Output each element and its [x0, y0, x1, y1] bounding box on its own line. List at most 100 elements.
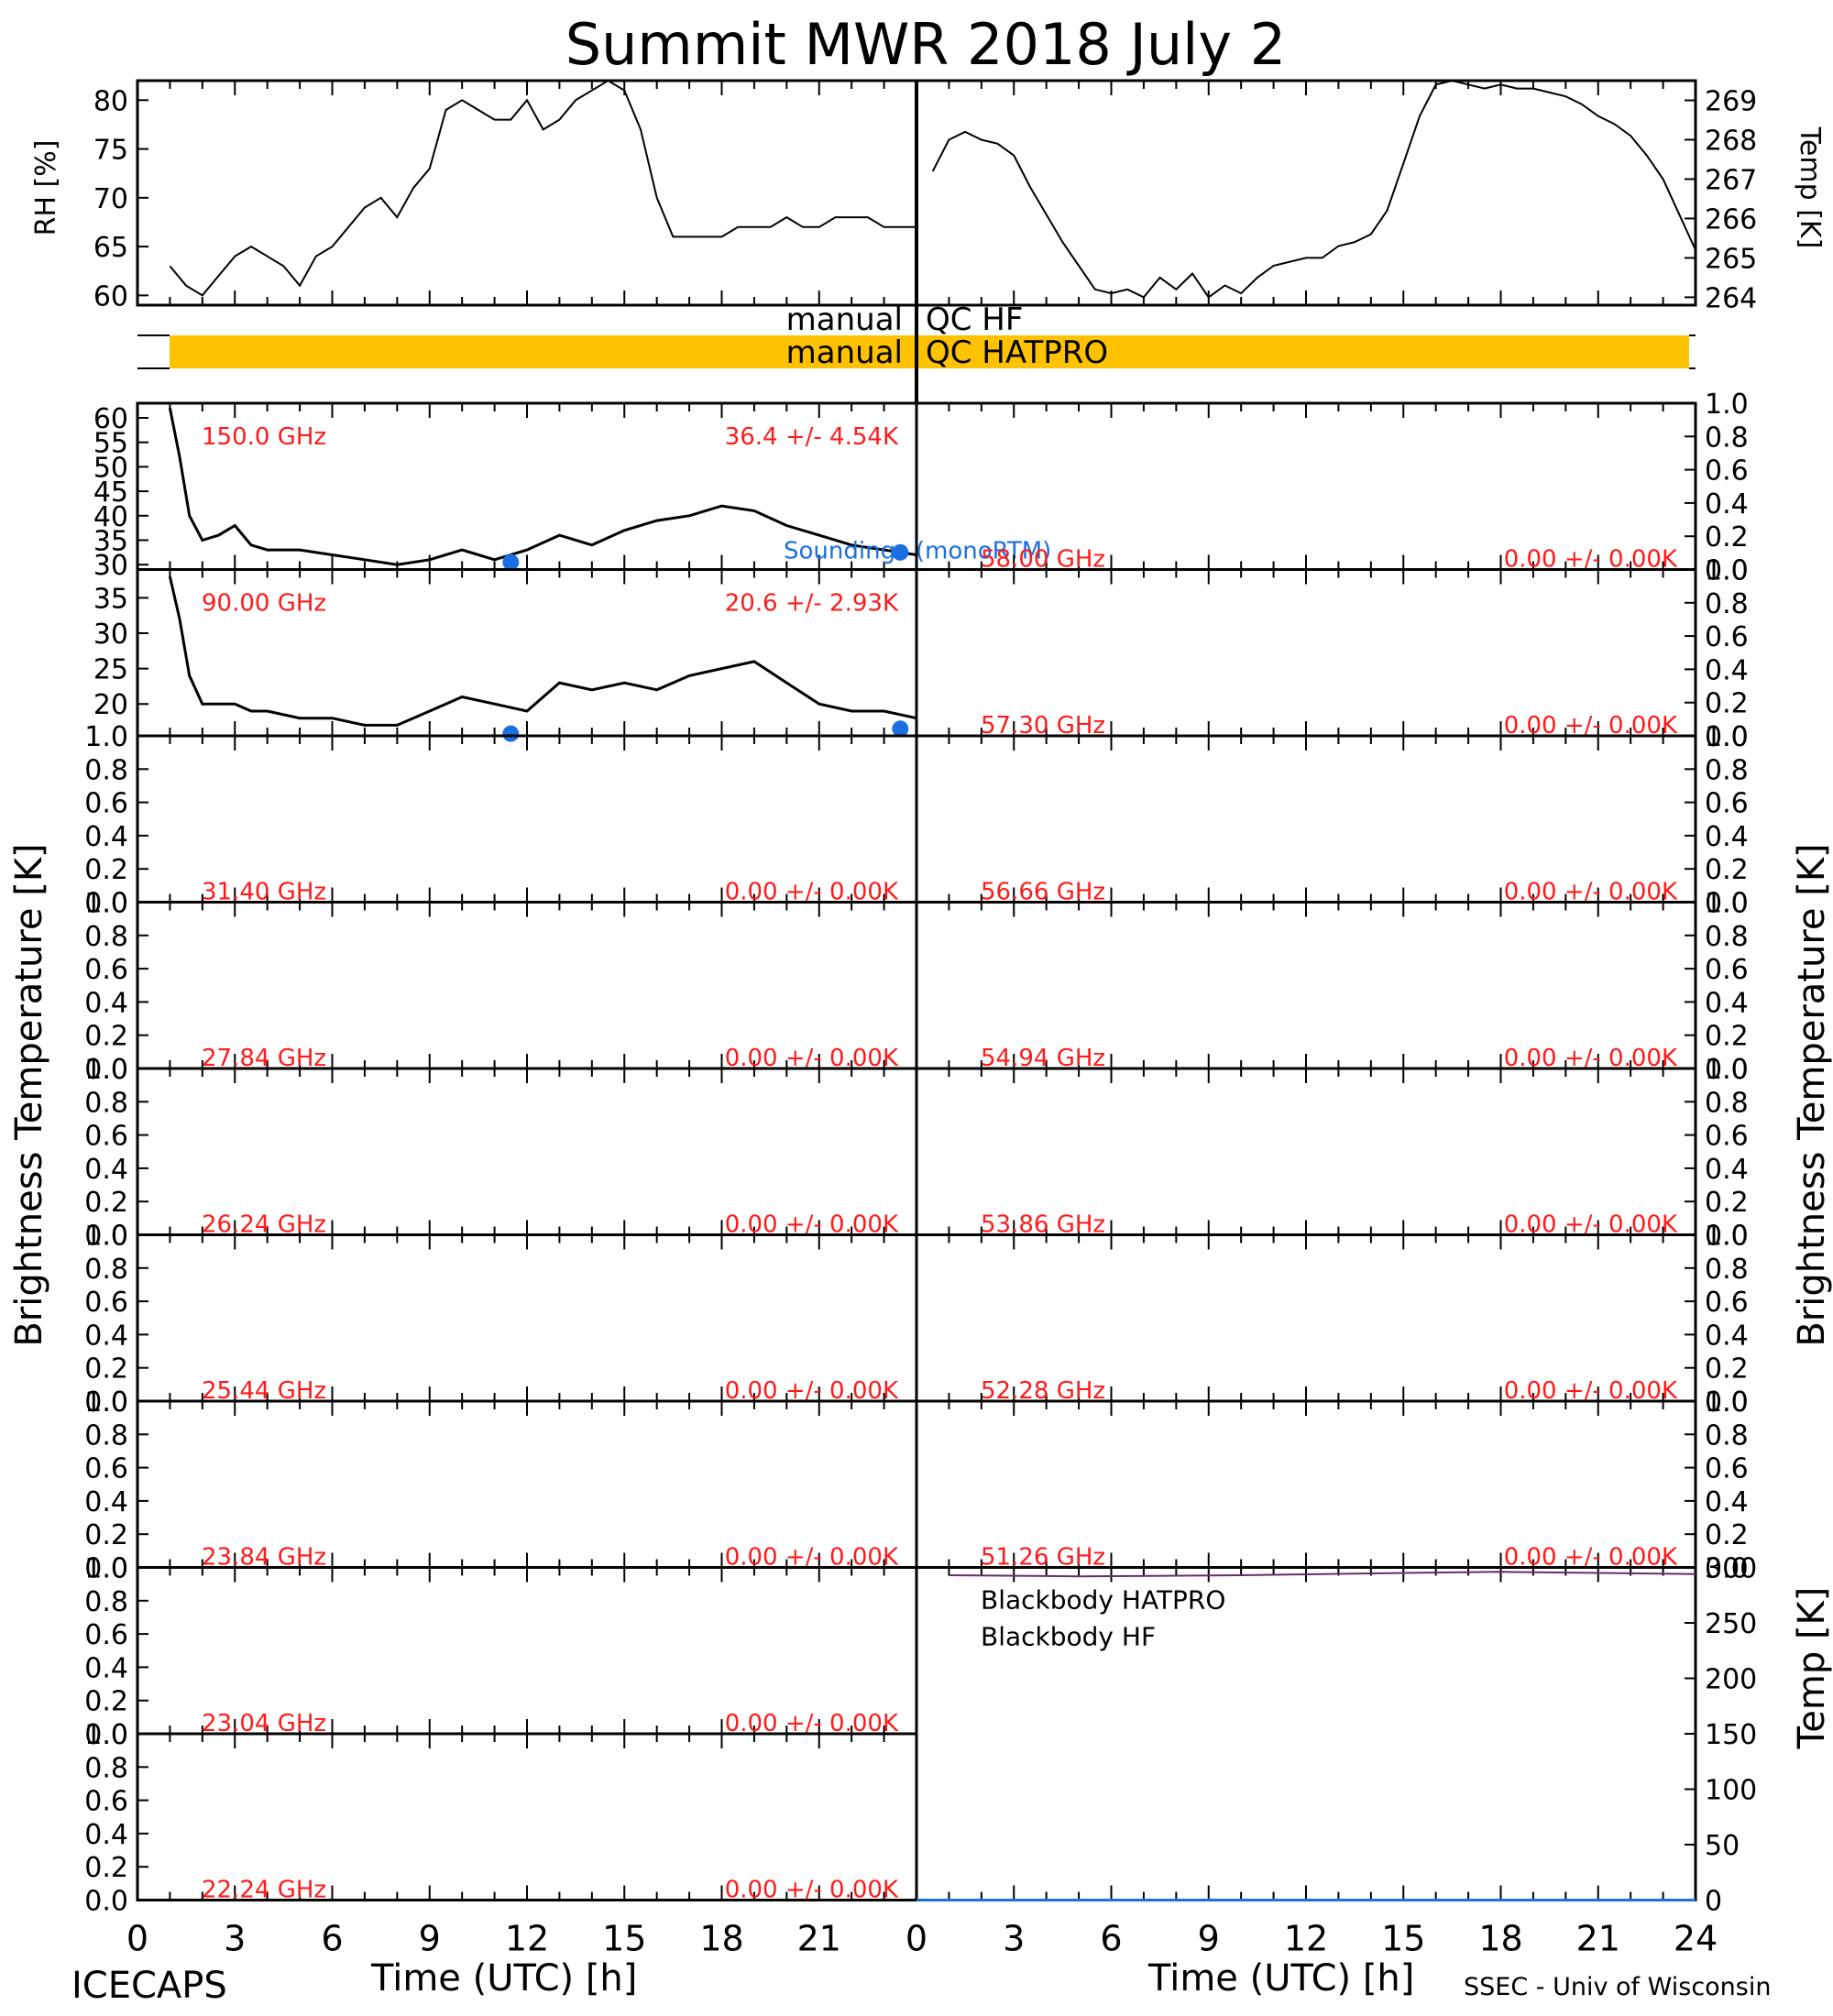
blackbody-hf-line [949, 1571, 1696, 1578]
bt-panel-right-3-ytick-label: 0.8 [1705, 921, 1749, 953]
bt-panel-left-2-ytick-label: 0.0 [84, 888, 128, 920]
x-tick-label: 21 [1576, 1919, 1620, 1959]
bt-panel-left-4-ytick-label: 0.2 [84, 1187, 128, 1219]
bt-panel-right-1-frame [915, 568, 1697, 738]
bt-panel-left-8-ytick-label: 0.8 [84, 1752, 128, 1784]
bt-panel-right-5-ytick-label: 0.6 [1705, 1287, 1749, 1319]
bt-panel-left-2-frame [136, 734, 918, 904]
bt-panel-left-7-ytick-label: 0.8 [84, 1586, 128, 1618]
qc-hf-left-label: manual [786, 301, 903, 338]
bt-panel-right-0-ytick-label: 0.0 [1705, 555, 1749, 587]
footer-right-label: SSEC - Univ of Wisconsin [1464, 1973, 1771, 2001]
x-tick-label: 18 [699, 1919, 743, 1959]
bt-panel-left-4-ytick-label: 0.0 [84, 1221, 128, 1253]
bt-panel-left-5-ytick-label: 0.2 [84, 1353, 128, 1386]
blackbody-panel-ytick-label: 50 [1705, 1830, 1740, 1862]
bt-panel-right-4-ytick-label: 1.0 [1705, 1054, 1749, 1086]
rh-line [169, 79, 916, 297]
bt-panel-left-0-ytick-label: 35 [93, 525, 128, 557]
temp-panel-ytick-label: 267 [1705, 164, 1757, 196]
blackbody-panel-ytick-label: 250 [1705, 1608, 1757, 1640]
bt-panel-left-5-ytick-label: 1.0 [84, 1221, 128, 1253]
x-tick-label: 6 [321, 1919, 343, 1959]
bt-panel-left-5-ytick-label: 0.8 [84, 1254, 128, 1286]
figure-title: Summit MWR 2018 July 2 [565, 11, 1286, 78]
bt-panel-right-6-ytick-label: 0.6 [1705, 1453, 1749, 1485]
bt-panel-right-3-ytick-label: 0.0 [1705, 1054, 1749, 1086]
footer-left-label: ICECAPS [71, 1965, 227, 2007]
bt-panel-left-8-ytick-label: 1.0 [84, 1719, 128, 1751]
bt-panel-right-2-ytick-label: 0.2 [1705, 854, 1749, 886]
bt-panel-left-6-ytick-label: 0.0 [84, 1553, 128, 1585]
bt-panel-left-4-frame [136, 1067, 918, 1236]
bt-panel-left-8-freq-label: 22.24 GHz [202, 1877, 326, 1904]
bt-panel-right-0-ytick-label: 1.0 [1705, 389, 1749, 421]
bt-panel-right-3: 0.00.20.40.60.81.054.94 GHz 0.00 +/- 0.00… [915, 888, 1749, 1086]
bt-panel-left-1-ytick-label: 35 [93, 583, 128, 615]
bt-panel-left-6-ytick-label: 0.4 [84, 1486, 128, 1518]
bt-panel-left-2-ytick-label: 0.6 [84, 788, 128, 820]
bt-panel-left-1-ytick-label: 25 [93, 654, 128, 686]
bt-panel-left-3-ytick-label: 1.0 [84, 888, 128, 920]
bt-panel-right-3-ytick-label: 0.6 [1705, 954, 1749, 986]
bt-panel-right-0-ytick-label: 0.2 [1705, 521, 1749, 553]
bt-panel-right-6-ytick-label: 0.4 [1705, 1486, 1749, 1518]
blackbody-panel-frame [915, 1566, 1697, 1901]
bt-panel-right-2: 0.00.20.40.60.81.056.66 GHz 0.00 +/- 0.00… [915, 721, 1749, 920]
bt-panel-left-1-ytick-label: 30 [93, 619, 128, 651]
bt-panel-right-1-ytick-label: 0.6 [1705, 621, 1749, 653]
bt-panel-left-0-ytick-label: 55 [93, 428, 128, 460]
bt-panel-right-6-ytick-label: 0.2 [1705, 1519, 1749, 1551]
x-tick-label: 12 [1284, 1919, 1328, 1959]
bt-panel-right-6-ytick-label: 0.0 [1705, 1553, 1749, 1585]
bt-panel-right-5-ytick-label: 0.8 [1705, 1254, 1749, 1286]
bt-panel-left-1-sounding-point [502, 725, 520, 742]
bt-panel-right-3-ytick-label: 0.4 [1705, 987, 1749, 1019]
bt-panel-right-4: 0.00.20.40.60.81.053.86 GHz 0.00 +/- 0.00… [915, 1054, 1749, 1253]
rh-panel-ytick-label: 70 [93, 183, 128, 215]
bt-panel-left-0-ytick-label: 50 [93, 452, 128, 484]
x-tick-label: 21 [797, 1919, 841, 1959]
blackbody-panel-ytick-label: 150 [1705, 1719, 1757, 1751]
rh-panel-ytick-label: 75 [93, 135, 128, 167]
qc-hatpro-left-label: manual [786, 334, 903, 371]
bt-panel-left-4: 0.00.20.40.60.81.026.24 GHz 0.00 +/- 0.00… [84, 1054, 918, 1253]
bt-panel-left-8: 0.00.20.40.60.81.022.24 GHz 0.00 +/- 0.00… [84, 1719, 918, 1918]
bt-panel-left-4-ytick-label: 0.8 [84, 1087, 128, 1119]
bt-panel-right-1: 0.00.20.40.60.81.057.30 GHz 0.00 +/- 0.00… [915, 555, 1749, 753]
bt-panel-right-0: 0.00.20.40.60.81.058.00 GHz 0.00 +/- 0.00… [915, 389, 1749, 587]
bt-panel-right-5-ytick-label: 0.0 [1705, 1386, 1749, 1419]
bt-panel-right-4-ytick-label: 0.2 [1705, 1187, 1749, 1219]
temp-top-axis-label: Temp [K] [1794, 126, 1826, 249]
bt-panel-left-6-ytick-label: 0.6 [84, 1453, 128, 1485]
bt-panel-left-0-sounding-point [502, 553, 520, 571]
bt-panel-right-4-ytick-label: 0.8 [1705, 1087, 1749, 1119]
bt-panel-left-1-sounding-point [892, 720, 909, 738]
x-tick-label: 9 [419, 1919, 441, 1959]
bt-panel-left-5: 0.00.20.40.60.81.025.44 GHz 0.00 +/- 0.00… [84, 1221, 918, 1419]
bt-panel-left-8-ytick-label: 0.6 [84, 1786, 128, 1818]
blackbody-panel-ytick-label: 100 [1705, 1775, 1757, 1807]
bt-panel-left-7-ytick-label: 0.4 [84, 1652, 128, 1684]
bt-panel-left-0-ytick-label: 30 [93, 550, 128, 582]
bt-panel-left-7-frame [136, 1566, 918, 1736]
bt-panel-right-5-frame [915, 1233, 1697, 1403]
bt-panel-right-1-ytick-label: 0.8 [1705, 588, 1749, 620]
bt-panel-left-4-ytick-label: 0.6 [84, 1121, 128, 1153]
bt-panel-left-3-frame [136, 901, 918, 1070]
bt-panel-right-4-ytick-label: 0.4 [1705, 1154, 1749, 1186]
bt-panel-left-5-frame [136, 1233, 918, 1403]
bt-panel-left-6: 0.00.20.40.60.81.023.84 GHz 0.00 +/- 0.00… [84, 1386, 918, 1585]
bt-panel-left-0-ytick-label: 40 [93, 501, 128, 533]
blackbody-panel-ytick-label: 300 [1705, 1553, 1757, 1585]
bt-panel-right-1-ytick-label: 0.2 [1705, 688, 1749, 720]
bt-panel-right-2-ytick-label: 0.8 [1705, 754, 1749, 786]
bt-panel-left-0-freq-label: 150.0 GHz [202, 423, 326, 451]
temp-line [931, 79, 1696, 299]
bt-panel-right-1-ytick-label: 0.0 [1705, 721, 1749, 753]
rh-panel-ytick-label: 80 [93, 85, 128, 117]
bt-panel-right-5: 0.00.20.40.60.81.052.28 GHz 0.00 +/- 0.00… [915, 1221, 1749, 1419]
bt-panel-left-2-ytick-label: 0.8 [84, 754, 128, 786]
panels-layer: 6065707580264265266267268269303540455055… [84, 79, 1757, 1959]
bt-panel-right-1-ytick-label: 1.0 [1705, 555, 1749, 587]
